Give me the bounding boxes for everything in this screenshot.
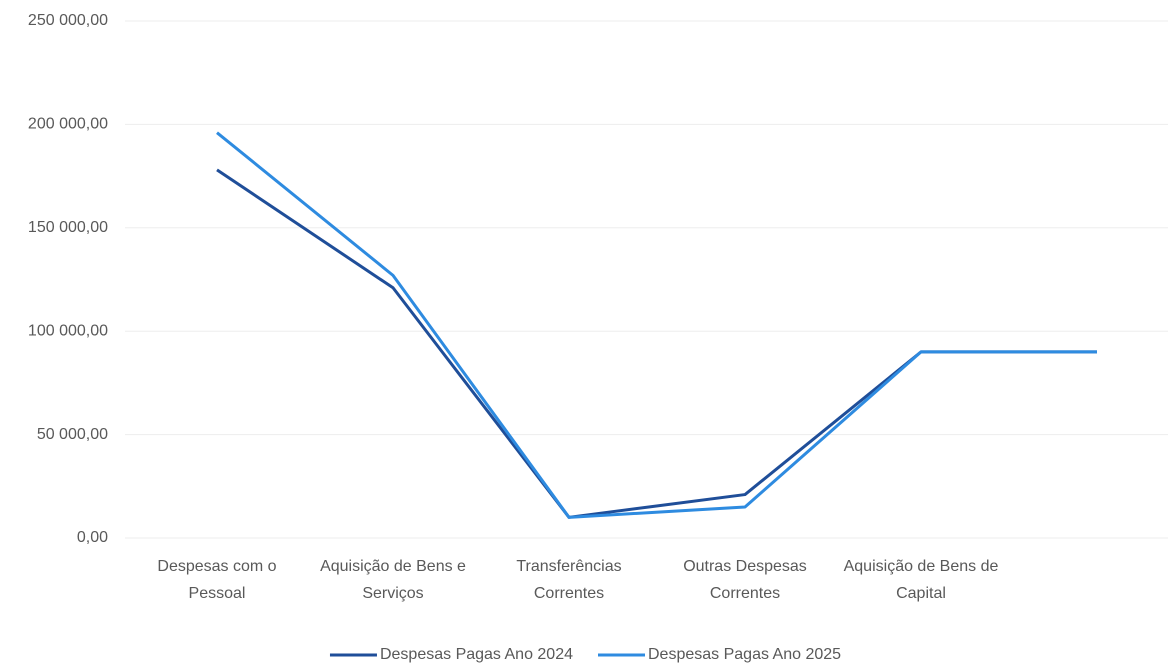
y-tick-label: 250 000,00: [28, 12, 108, 29]
x-tick-label: Despesas com o Pessoal: [157, 558, 277, 602]
legend-label: Despesas Pagas Ano 2024: [380, 646, 573, 663]
x-tick-label: Outras Despesas Correntes: [683, 558, 807, 602]
x-tick-label: Transferências Correntes: [516, 558, 622, 602]
legend-label: Despesas Pagas Ano 2025: [648, 646, 841, 663]
y-tick-label: 100 000,00: [28, 322, 108, 339]
y-tick-label: 0,00: [77, 529, 108, 546]
line-series: [216, 131, 1097, 519]
y-tick-label: 150 000,00: [28, 219, 108, 236]
x-tick-label: Aquisição de Bens de Capital: [843, 558, 999, 602]
y-tick-label: 200 000,00: [28, 116, 108, 133]
line-series: [216, 168, 1097, 519]
y-tick-label: 50 000,00: [37, 426, 108, 443]
x-tick-label: Aquisição de Bens e Serviços: [320, 558, 466, 602]
